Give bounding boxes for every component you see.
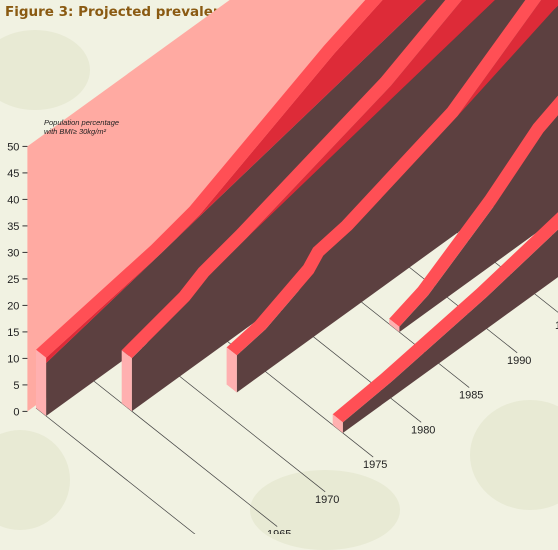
x-tick-label: 1995 xyxy=(555,320,558,332)
y-tick-label: 0 xyxy=(13,406,19,418)
x-tick-label: 1990 xyxy=(507,355,531,367)
y-axis: 0 5 10 15 20 25 30 35 40 45 50 xyxy=(7,141,28,418)
series-ribbons xyxy=(36,0,558,433)
y-tick-label: 20 xyxy=(7,300,19,312)
x-tick-label: 1980 xyxy=(411,424,435,436)
front-lower xyxy=(236,5,558,393)
top-face xyxy=(121,0,463,359)
x-tick-label: 1970 xyxy=(315,494,339,506)
series-england xyxy=(226,0,558,393)
front-upper xyxy=(46,0,426,363)
y-tick-label: 50 xyxy=(7,141,19,153)
x-guide-line xyxy=(83,372,278,527)
start-cap xyxy=(121,350,132,412)
y-tick-label: 30 xyxy=(7,247,19,259)
start-cap xyxy=(332,414,343,433)
start-cap xyxy=(389,318,400,333)
x-tick-label: 1985 xyxy=(459,390,483,402)
x-guide-line xyxy=(35,407,196,534)
y-axis-label-line1: Population percentage xyxy=(44,118,119,127)
y-tick-label: 40 xyxy=(7,194,19,206)
y-tick-label: 15 xyxy=(7,327,19,339)
series-brazil xyxy=(332,212,558,433)
top-face xyxy=(389,95,558,327)
y-tick-label: 5 xyxy=(13,380,19,392)
y-tick-label: 25 xyxy=(7,274,19,286)
top-face xyxy=(332,212,558,423)
y-tick-label: 45 xyxy=(7,168,19,180)
y-tick-label: 10 xyxy=(7,353,19,365)
y-axis-label-line2: with BMI≥ 30kg/m² xyxy=(44,127,107,136)
front-lower xyxy=(399,115,558,333)
x-tick-label: 1965 xyxy=(267,529,291,534)
top-face xyxy=(36,0,383,358)
front-upper xyxy=(236,0,558,356)
y-tick-label: 35 xyxy=(7,221,19,233)
x-tick-label: 1975 xyxy=(363,459,387,471)
start-cap xyxy=(226,347,237,393)
top-face xyxy=(226,0,542,356)
series-mauritius xyxy=(389,95,558,333)
start-cap xyxy=(36,349,47,416)
front-lower xyxy=(342,229,558,433)
